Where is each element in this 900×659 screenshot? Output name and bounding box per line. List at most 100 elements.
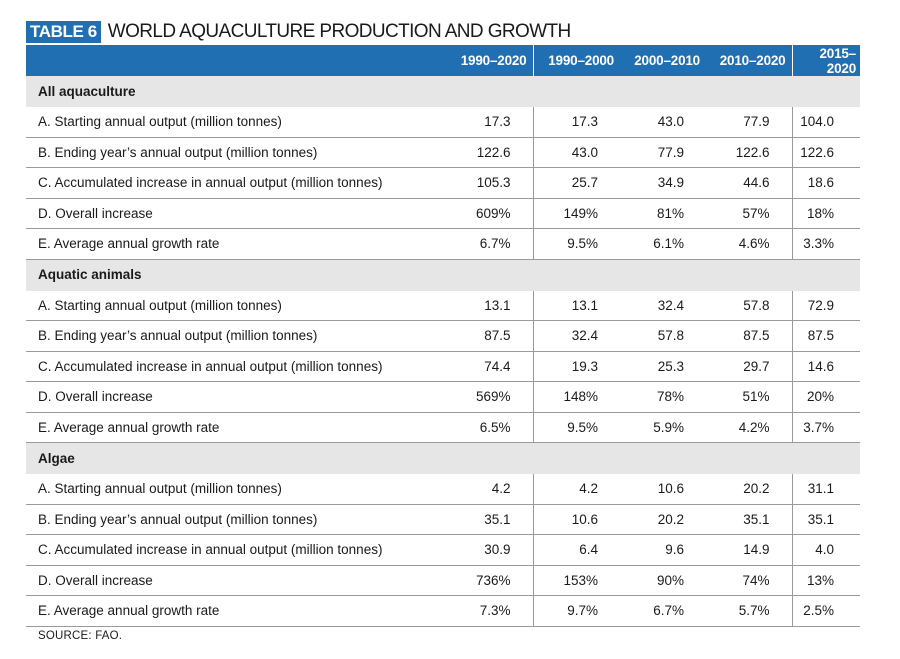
header-row: 1990–2020 1990–2000 2000–2010 2010–2020 …: [26, 45, 860, 76]
table-cell: 13.1: [424, 290, 534, 321]
table-cell: 14.9: [706, 534, 793, 566]
table-row: E. Average annual growth rate 6.5% 9.5% 5.9…: [26, 412, 860, 443]
table-cell: 104.0: [792, 106, 860, 138]
table-cell: 569%: [424, 381, 534, 413]
table-cell: 7.3%: [424, 595, 534, 627]
table-row: C. Accumulated increase in annual output…: [26, 167, 860, 199]
table-cell: 609%: [424, 198, 534, 229]
table-cell: 17.3: [533, 106, 620, 138]
table-cell: 34.9: [620, 167, 706, 199]
table-cell: 25.3: [620, 351, 706, 382]
table-cell: 9.5%: [533, 228, 620, 260]
table-row: A. Starting annual output (million tonne…: [26, 106, 860, 138]
table-cell: 148%: [533, 381, 620, 413]
table-cell: 18%: [792, 198, 860, 229]
table-cell: 51%: [706, 381, 793, 413]
table-row: B. Ending year’s annual output (million …: [26, 320, 860, 352]
table-cell: 57.8: [620, 320, 706, 352]
table-cell: 72.9: [792, 290, 860, 321]
table-cell: 90%: [620, 565, 706, 596]
table-cell: 122.6: [706, 137, 793, 168]
row-label: D. Overall increase: [26, 198, 424, 229]
section-row: Aquatic animals: [26, 259, 860, 291]
row-label: A. Starting annual output (million tonne…: [26, 290, 424, 321]
table-cell: 57.8: [706, 290, 793, 321]
table-cell: 736%: [424, 565, 534, 596]
column-header: 2000–2010: [620, 45, 706, 76]
table-cell: 35.1: [792, 504, 860, 535]
table-cell: 105.3: [424, 167, 534, 199]
table-row: E. Average annual growth rate 7.3% 9.7% 6.7…: [26, 595, 860, 627]
table-cell: 9.6: [620, 534, 706, 566]
table-cell: 6.5%: [424, 412, 534, 443]
table-cell: 25.7: [533, 167, 620, 199]
row-label: C. Accumulated increase in annual output…: [26, 167, 424, 199]
table-cell: 20.2: [706, 473, 793, 505]
table-cell: 78%: [620, 381, 706, 413]
table-row: E. Average annual growth rate 6.7% 9.5% 6.1…: [26, 228, 860, 260]
table-cell: 9.7%: [533, 595, 620, 627]
table-cell: 4.2%: [706, 412, 793, 443]
table-row: A. Starting annual output (million tonne…: [26, 473, 860, 505]
row-label: E. Average annual growth rate: [26, 228, 424, 260]
table-cell: 10.6: [620, 473, 706, 505]
table-cell: 20%: [792, 381, 860, 413]
table-cell: 43.0: [533, 137, 620, 168]
table-row: A. Starting annual output (million tonne…: [26, 290, 860, 321]
table-number-tag: TABLE 6: [26, 21, 101, 43]
table-cell: 30.9: [424, 534, 534, 566]
table-cell: 6.7%: [620, 595, 706, 627]
table-cell: 149%: [533, 198, 620, 229]
section-row: Algae: [26, 442, 860, 474]
table-cell: 57%: [706, 198, 793, 229]
table-cell: 87.5: [792, 320, 860, 352]
row-label: D. Overall increase: [26, 565, 424, 596]
row-label: B. Ending year’s annual output (million …: [26, 504, 424, 535]
row-label: C. Accumulated increase in annual output…: [26, 534, 424, 566]
table-cell: 6.4: [533, 534, 620, 566]
table-cell: 29.7: [706, 351, 793, 382]
column-header: [26, 45, 424, 76]
table-cell: 35.1: [706, 504, 793, 535]
table-cell: 4.6%: [706, 228, 793, 260]
data-table: 1990–2020 1990–2000 2000–2010 2010–2020 …: [26, 45, 860, 627]
column-header: 1990–2000: [533, 45, 620, 76]
column-header: 2010–2020: [706, 45, 793, 76]
row-label: A. Starting annual output (million tonne…: [26, 106, 424, 138]
table-cell: 32.4: [620, 290, 706, 321]
table-cell: 122.6: [424, 137, 534, 168]
table-cell: 31.1: [792, 473, 860, 505]
table-row: C. Accumulated increase in annual output…: [26, 534, 860, 566]
column-header: 2015–2020: [792, 45, 860, 76]
table-cell: 5.9%: [620, 412, 706, 443]
table-cell: 74.4: [424, 351, 534, 382]
table-cell: 81%: [620, 198, 706, 229]
source-note: SOURCE: FAO.: [38, 630, 123, 642]
row-label: A. Starting annual output (million tonne…: [26, 473, 424, 505]
table-cell: 6.7%: [424, 228, 534, 260]
table-cell: 18.6: [792, 167, 860, 199]
table-cell: 6.1%: [620, 228, 706, 260]
table-cell: 3.3%: [792, 228, 860, 260]
column-header: 1990–2020: [424, 45, 534, 76]
row-label: C. Accumulated increase in annual output…: [26, 351, 424, 382]
table-cell: 77.9: [706, 106, 793, 138]
row-label: E. Average annual growth rate: [26, 412, 424, 443]
table-cell: 5.7%: [706, 595, 793, 627]
table-cell: 13.1: [533, 290, 620, 321]
table-cell: 74%: [706, 565, 793, 596]
section-heading: Aquatic animals: [26, 259, 860, 291]
table-body: All aquaculture A. Starting annual output…: [26, 76, 860, 627]
table-cell: 87.5: [424, 320, 534, 352]
table-row: D. Overall increase 569% 148% 78% 51% 20%: [26, 381, 860, 413]
table-cell: 35.1: [424, 504, 534, 535]
section-heading: Algae: [26, 442, 860, 474]
section-row: All aquaculture: [26, 76, 860, 107]
table-row: B. Ending year’s annual output (million …: [26, 137, 860, 168]
table-title-row: TABLE 6 WORLD AQUACULTURE PRODUCTION AND…: [26, 20, 571, 44]
table-cell: 14.6: [792, 351, 860, 382]
table-cell: 77.9: [620, 137, 706, 168]
table-cell: 19.3: [533, 351, 620, 382]
row-label: D. Overall increase: [26, 381, 424, 413]
